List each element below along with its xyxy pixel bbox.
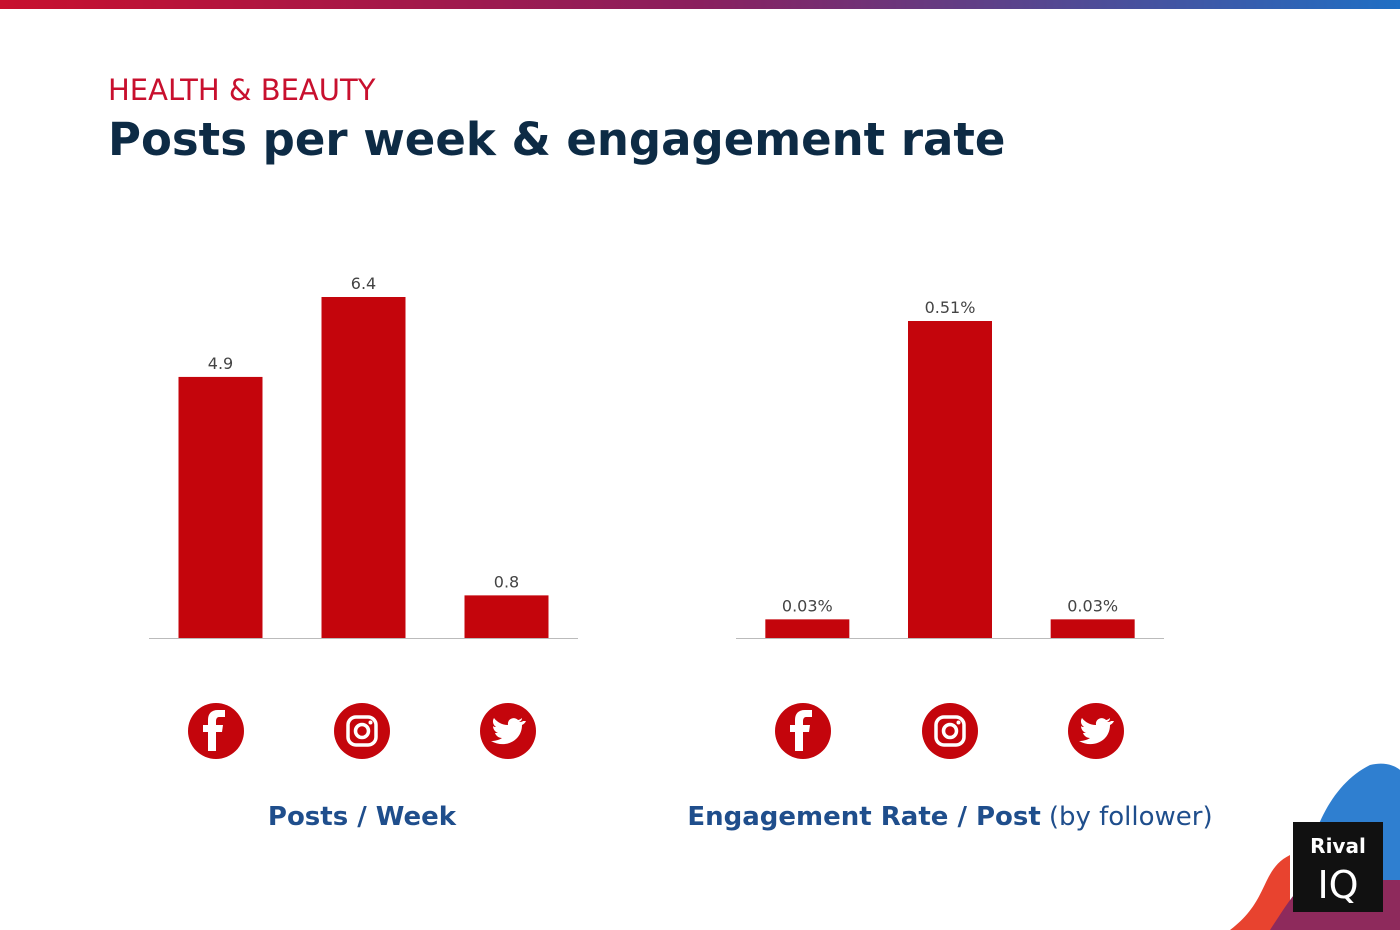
value-label: 0.03% — [782, 596, 833, 615]
kicker: HEALTH & BEAUTY — [108, 73, 376, 107]
x-axis-title: Engagement Rate / Post (by follower) — [687, 802, 1212, 832]
title: Posts per week & engagement rate — [108, 113, 1005, 166]
bar — [908, 321, 992, 638]
x-axis-title-main: Posts / Week — [268, 802, 457, 832]
value-label: 0.8 — [494, 572, 519, 591]
bar — [1050, 619, 1135, 638]
logo-text: Rival — [1310, 834, 1366, 858]
bar — [178, 376, 263, 638]
logo-box — [1293, 822, 1383, 912]
twitter-icon — [1068, 703, 1124, 759]
decor-shape — [1230, 855, 1290, 930]
top-band — [0, 0, 1400, 9]
instagram-icon — [334, 703, 390, 759]
x-axis-title: Posts / Week — [268, 802, 457, 832]
instagram-icon — [922, 703, 978, 759]
value-label: 0.03% — [1067, 596, 1118, 615]
twitter-icon — [480, 703, 536, 759]
facebook-icon — [188, 703, 244, 759]
x-axis-title-note: (by follower) — [1049, 802, 1213, 832]
bar — [765, 619, 850, 638]
bar — [464, 595, 549, 638]
value-label: 6.4 — [351, 274, 376, 293]
logo-text: IQ — [1317, 863, 1358, 907]
value-label: 0.51% — [925, 298, 976, 317]
value-label: 4.9 — [208, 354, 233, 373]
bar — [321, 297, 406, 638]
x-axis-title-main: Engagement Rate / Post — [687, 802, 1040, 832]
facebook-icon — [775, 703, 831, 759]
